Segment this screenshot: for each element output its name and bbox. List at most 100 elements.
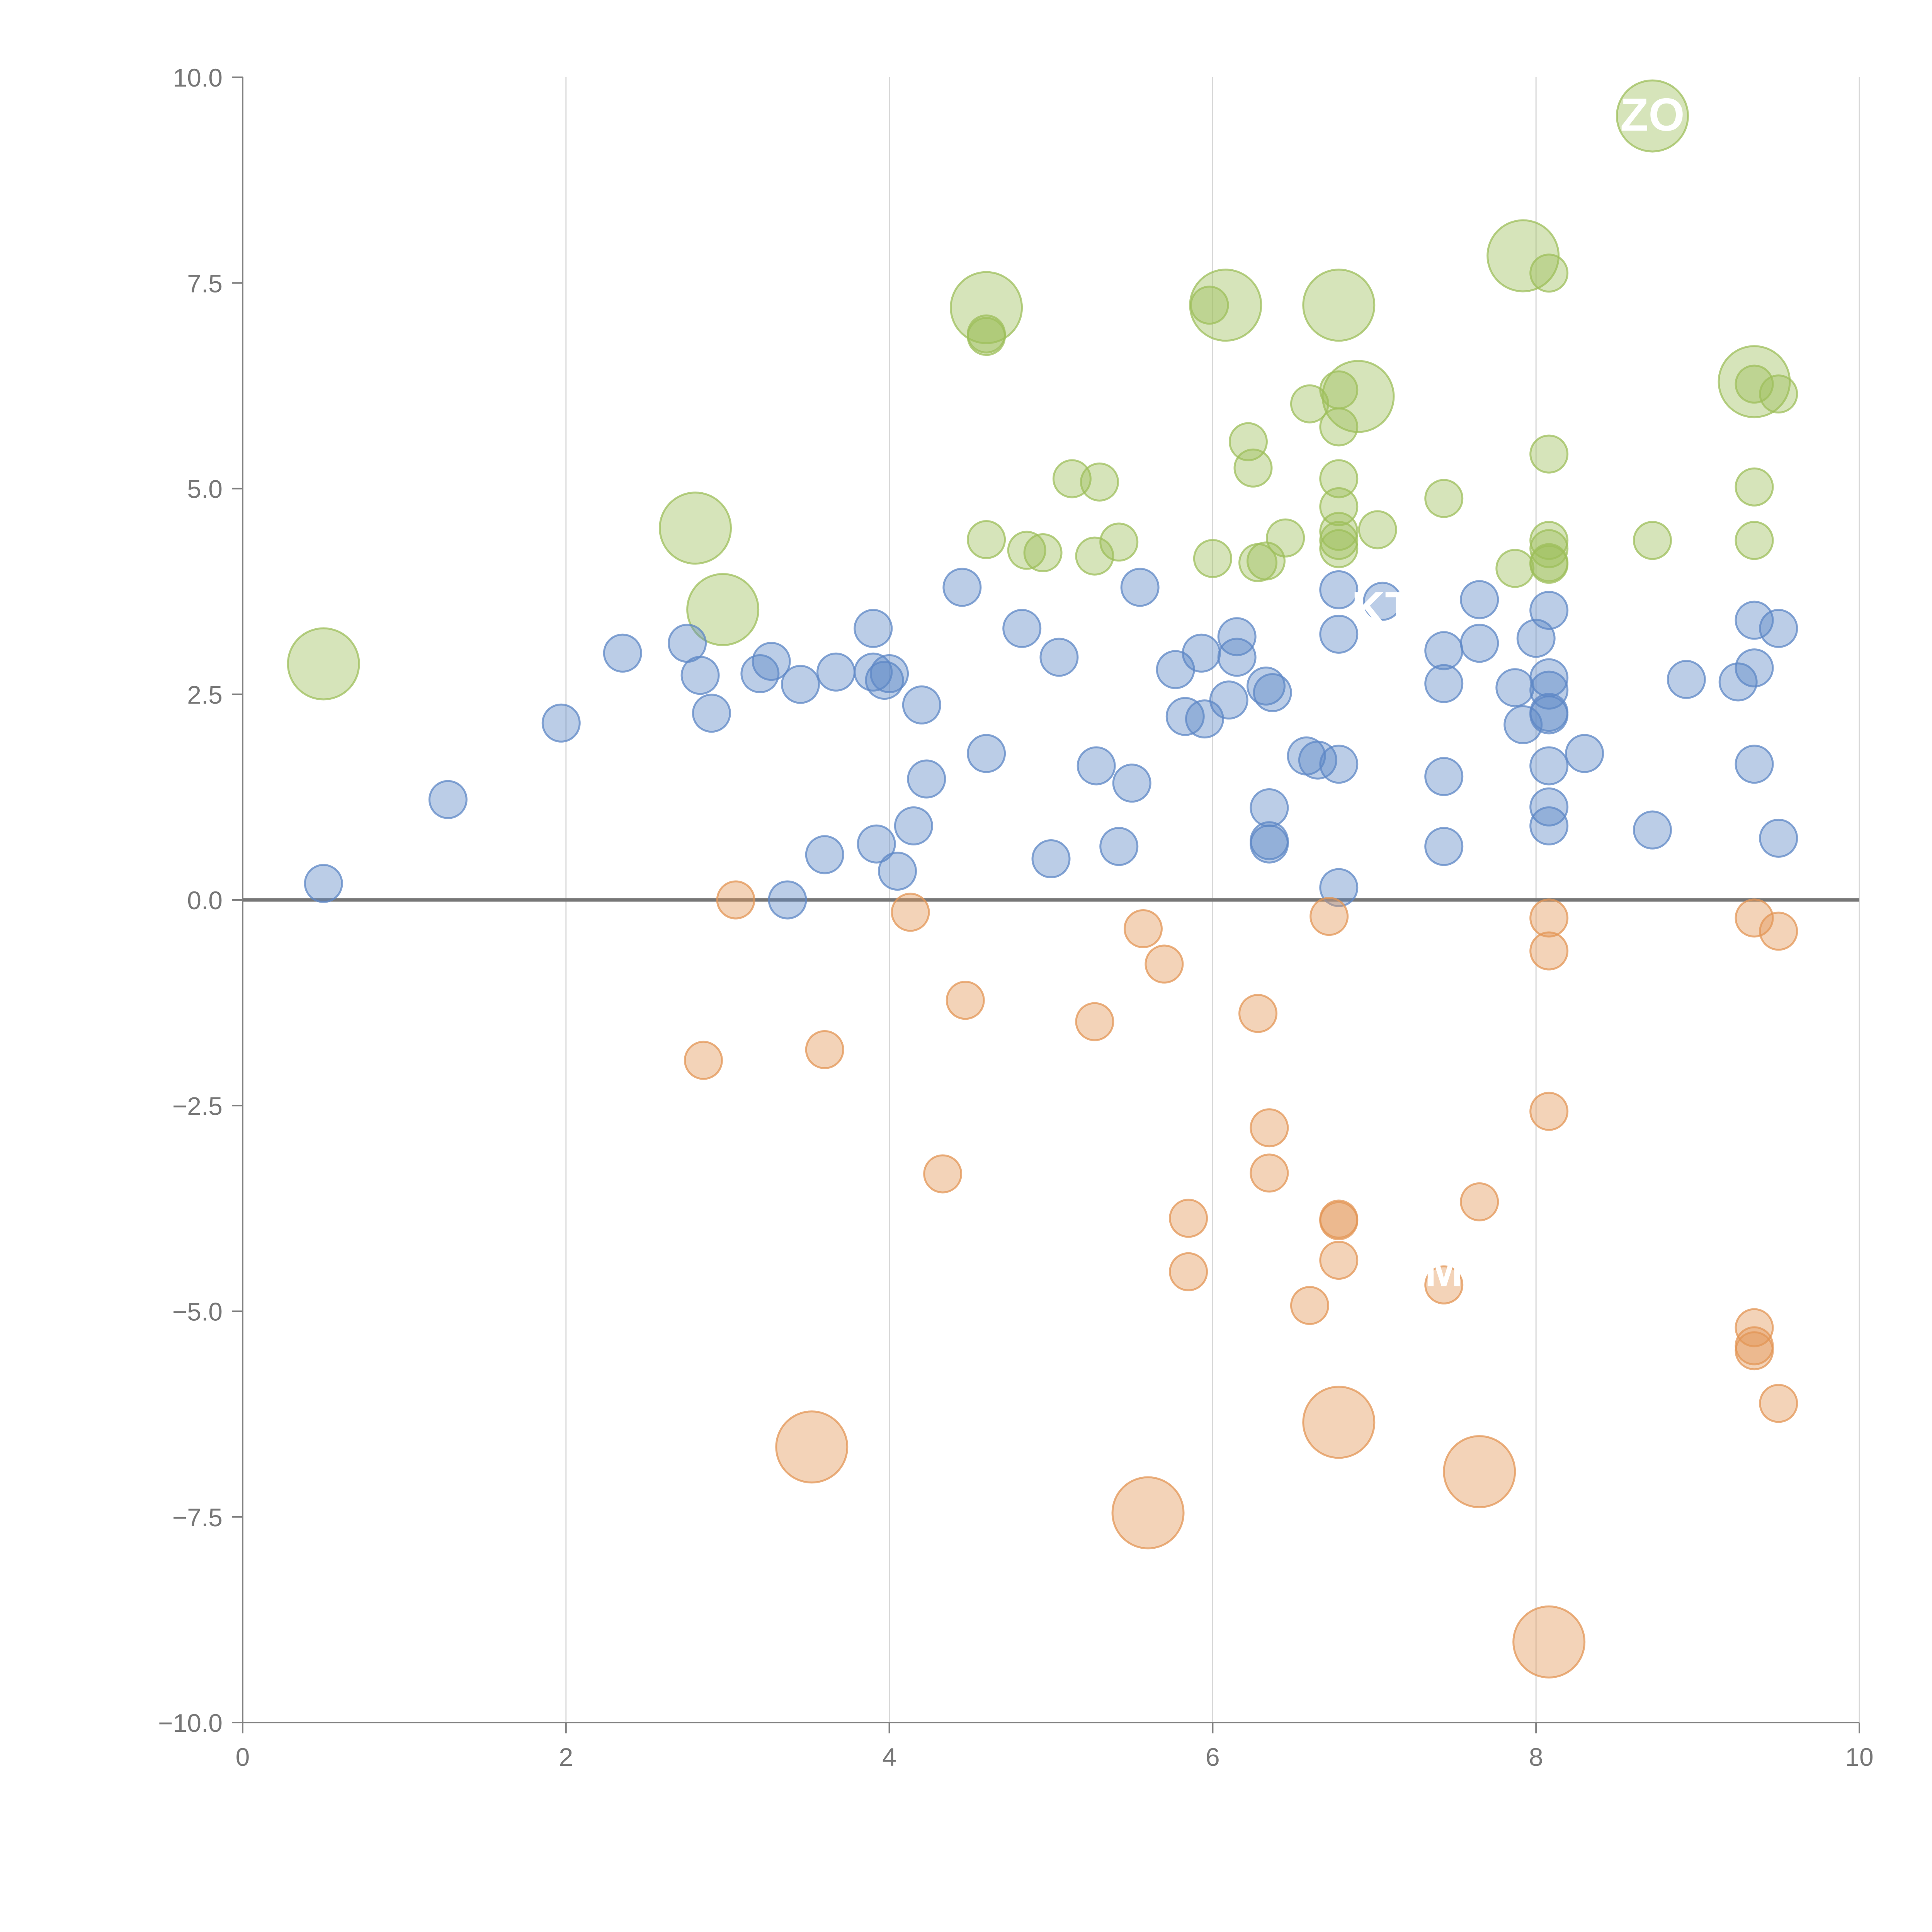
data-point-green [1319,529,1359,568]
data-point-blue [541,703,581,743]
data-point-green [1735,467,1774,507]
data-point-blue [1077,746,1116,786]
data-point-green [1302,269,1376,342]
data-point-blue [1039,638,1079,677]
data-point-orange [1759,1384,1798,1423]
data-point-blue [1319,614,1359,654]
data-point-orange [1529,898,1569,938]
x-tick-label: 10 [1845,1743,1873,1771]
data-point-blue [1319,745,1359,784]
data-points [287,79,1798,1679]
data-point-blue [1759,818,1798,858]
data-point-blue [1667,660,1706,699]
data-point-orange [946,981,985,1020]
x-tick-label: 0 [236,1743,250,1771]
data-point-green [950,271,1023,344]
data-point-green [1007,531,1046,570]
data-point-blue [1529,746,1569,786]
data-point-blue [1565,734,1604,773]
data-point-blue [1319,868,1359,907]
data-point-green [1080,462,1119,502]
data-point-green [1616,79,1689,153]
data-point-blue [1633,810,1672,850]
y-tick-label: 0.0 [187,886,223,915]
data-point-blue [1424,827,1464,866]
data-point-green [1321,360,1395,433]
data-point-blue [1424,664,1464,703]
data-point-blue [1529,695,1569,735]
data-point-blue [1182,633,1221,673]
data-point-green [1319,512,1359,551]
data-point-orange [1123,909,1163,949]
data-point-blue [816,652,856,692]
data-point-blue [894,806,933,845]
data-point-orange [1250,1108,1289,1148]
data-point-blue [1002,609,1042,648]
data-point-orange [805,1030,844,1069]
point-annotation: ZO [1620,89,1685,141]
data-point-orange [1111,1476,1185,1549]
data-point-green [1023,533,1063,573]
data-point-green [686,573,760,646]
y-tick-label: 10.0 [173,63,223,92]
data-point-orange [1460,1182,1499,1221]
data-point-orange [1145,944,1184,984]
point-annotation: KT [1352,582,1413,634]
data-point-green [1529,253,1569,293]
data-point-blue [304,864,343,903]
y-tick-label: 5.0 [187,475,223,503]
data-point-green [1075,536,1114,576]
data-point-green [1319,459,1359,498]
data-point-blue [768,880,807,920]
data-point-green [967,520,1006,559]
data-point-orange [1735,1331,1774,1371]
data-point-blue [1217,638,1257,677]
data-point-green [1529,543,1569,582]
data-point-green [1735,364,1774,404]
data-point-blue [942,568,982,607]
data-point-green [967,314,1006,354]
data-point-orange [1250,1153,1289,1193]
data-point-blue [1495,668,1535,707]
data-point-orange [1075,1002,1114,1041]
data-point-blue [854,609,893,648]
data-point-blue [878,851,917,891]
data-point-blue [805,835,844,874]
data-point-orange [1169,1252,1208,1291]
data-point-orange [1424,1265,1464,1304]
data-point-orange [891,893,930,932]
y-tick-label: −5.0 [172,1298,223,1326]
data-point-orange [1302,1386,1376,1459]
data-point-orange [775,1410,849,1484]
point-labels: ZO KT M [1352,89,1685,1296]
data-point-orange [1310,897,1349,936]
data-point-blue [1120,568,1160,607]
data-point-green [1290,384,1329,423]
y-tick-label: 7.5 [187,269,223,298]
data-point-blue [752,642,791,681]
data-point-green [1529,521,1569,560]
data-point-green [1193,539,1232,578]
data-point-blue [1424,631,1464,670]
data-point-blue [1718,662,1758,702]
data-point-blue [1503,705,1543,745]
data-point-blue [1217,617,1257,656]
data-point-green [1718,345,1791,418]
data-point-blue [1253,673,1292,712]
y-tick-label: 2.5 [187,680,223,709]
data-point-blue [902,685,941,724]
data-point-blue [857,824,896,864]
data-point-blue [1735,648,1774,688]
data-point-green [1266,518,1305,558]
data-point-blue [1529,591,1569,630]
data-point-blue [1460,624,1499,663]
data-point-orange [1290,1286,1329,1325]
data-point-orange [1735,898,1774,938]
data-point-orange [716,880,755,920]
data-point-orange [1319,1201,1359,1240]
data-point-orange [1759,912,1798,951]
data-point-green [1099,522,1139,562]
data-point-blue [1246,666,1286,706]
data-point-blue [781,665,820,704]
data-point-orange [1169,1199,1208,1238]
